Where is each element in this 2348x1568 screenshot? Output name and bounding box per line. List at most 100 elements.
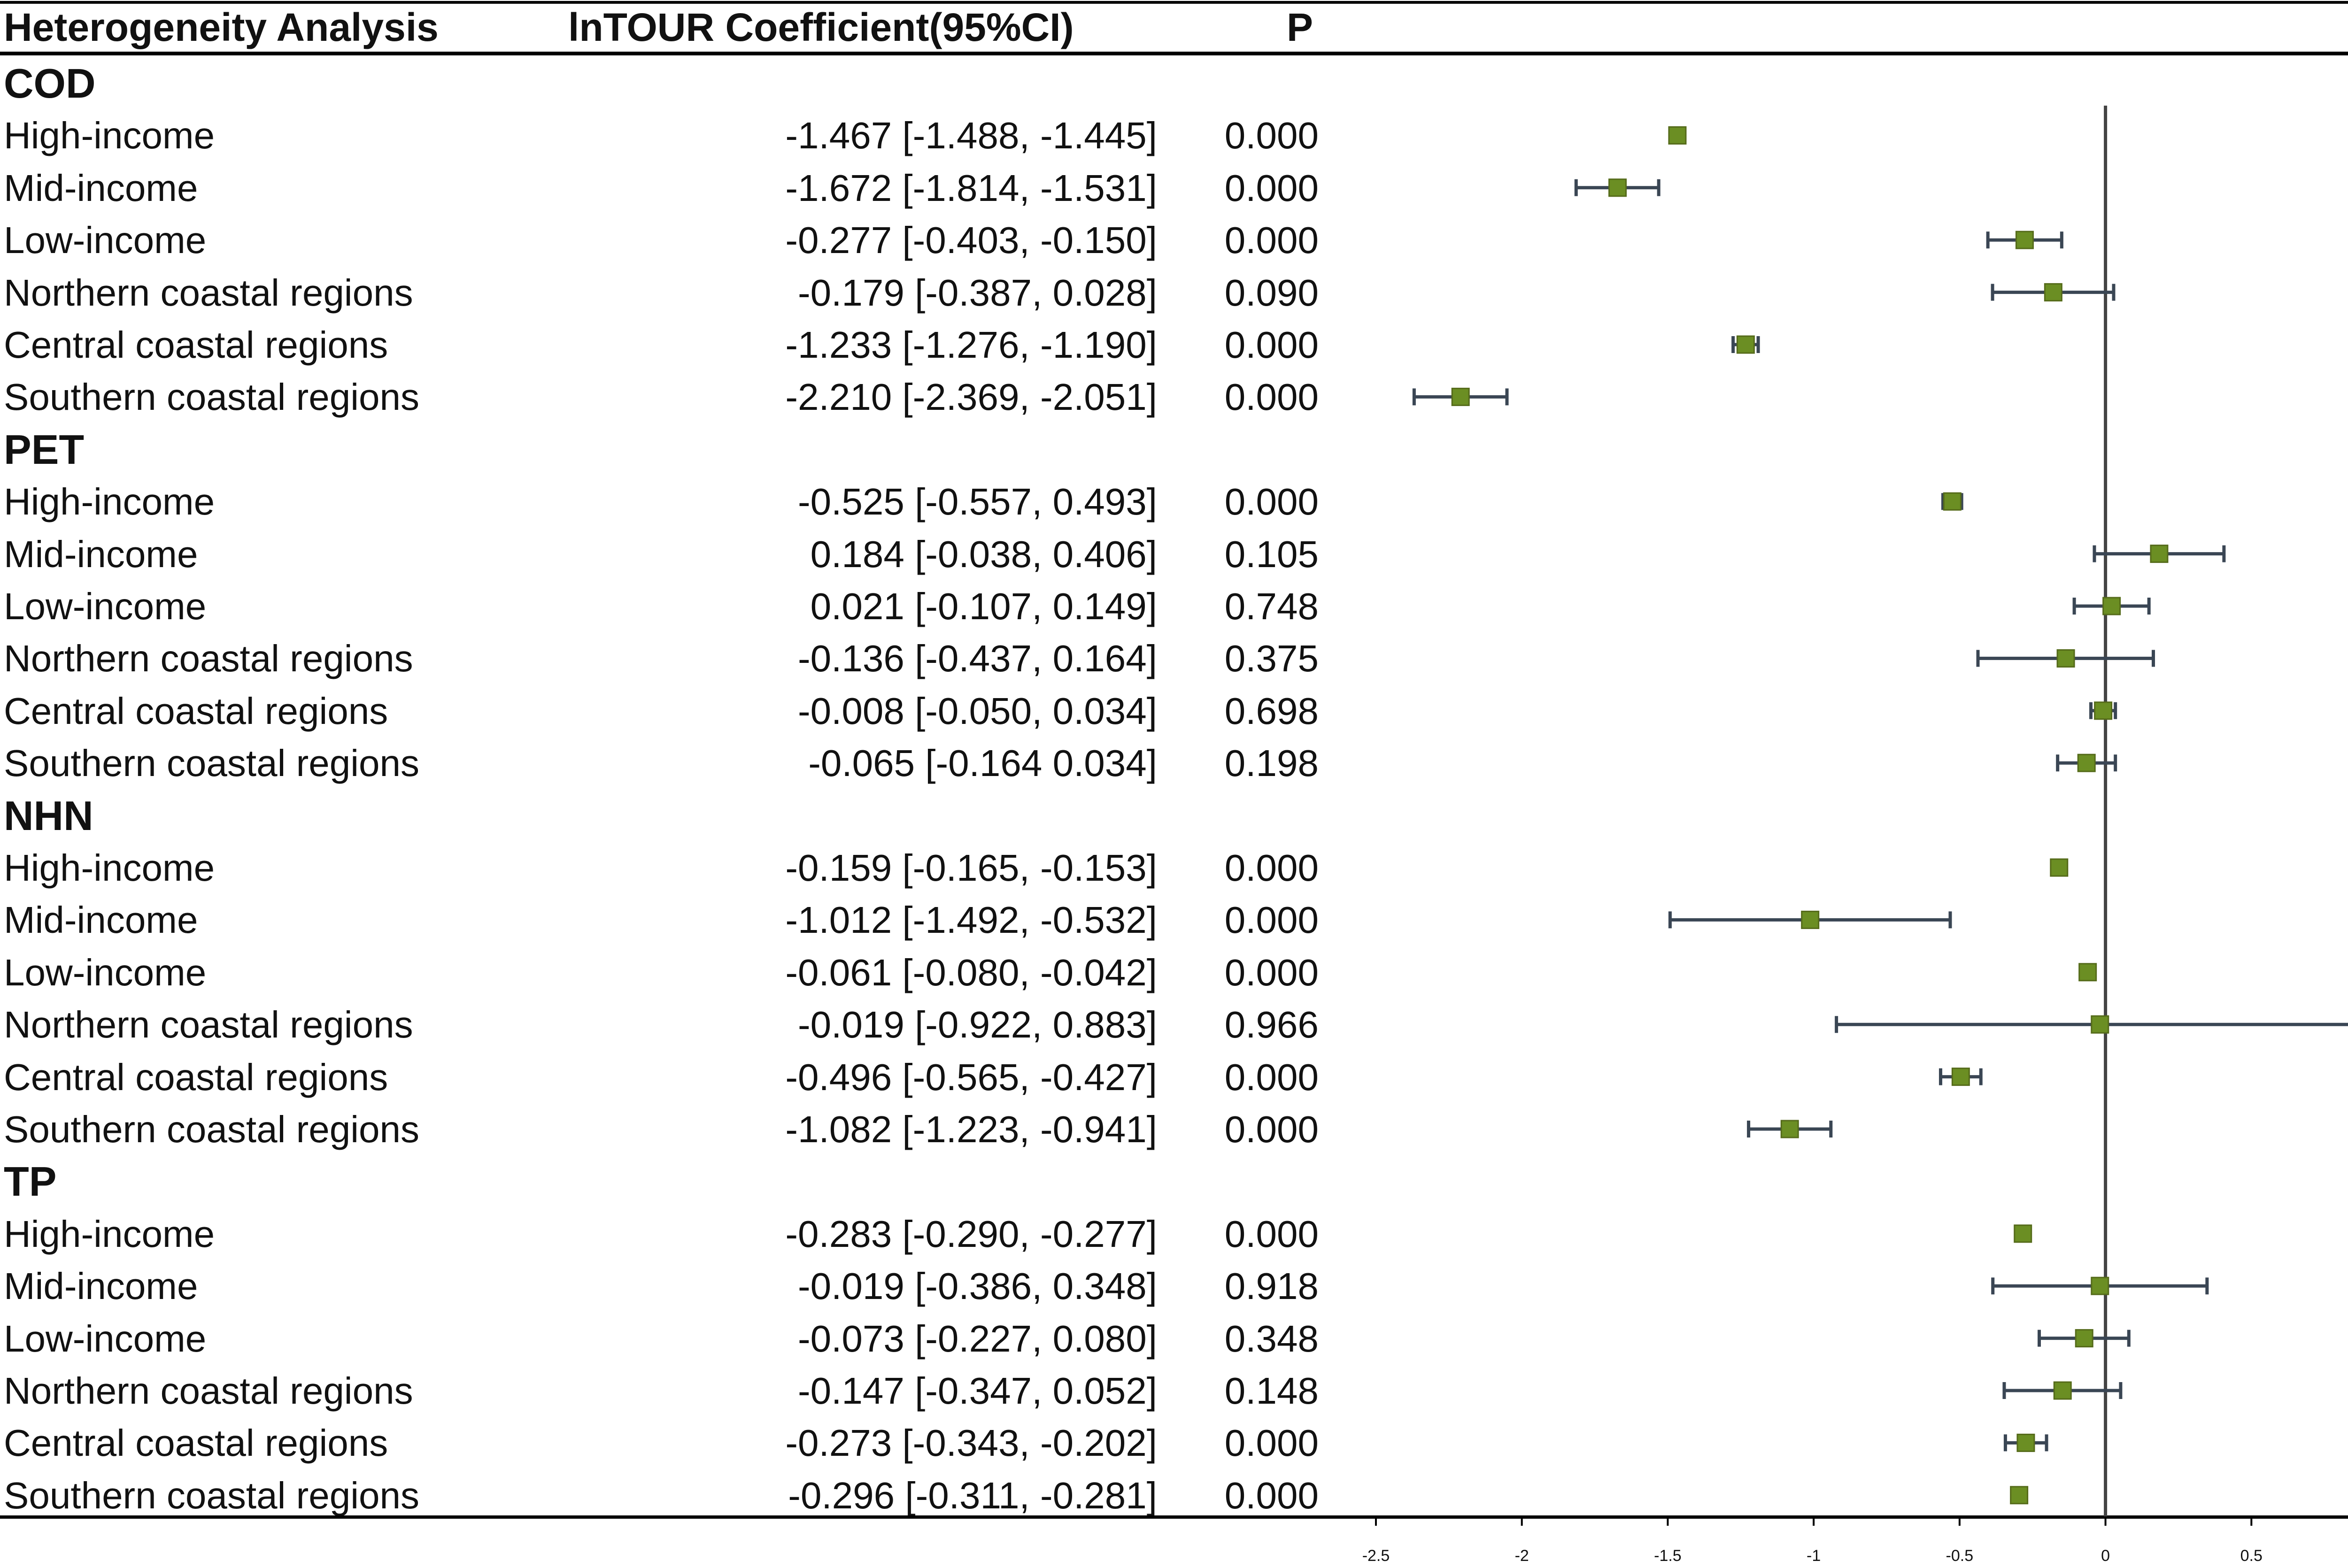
row-p-value: 0.966 [1224,1004,1319,1046]
ci-mark [1574,178,1661,197]
row-label: High-income [4,481,215,523]
row-label: Low-income [4,585,207,627]
point-estimate-marker [1668,126,1687,145]
table-row: Central coastal regions -1.233 [-1.276, -… [0,319,2348,371]
point-estimate-marker [2091,1015,2109,1034]
ci-mark [2002,1381,2123,1400]
point-estimate-marker [2053,1381,2072,1400]
table-row: High-income -0.525 [-0.557, 0.493] 0.000 [0,476,2348,528]
ci-mark [1991,1276,2209,1295]
group-header-row: PET [0,423,2348,476]
ci-mark [2010,1486,2029,1505]
row-label: Southern coastal regions [4,1108,419,1150]
group-title: NHN [4,792,93,839]
ci-mark [2014,1224,2032,1243]
row-label: Northern coastal regions [4,1370,413,1412]
row-coefficient-ci: -0.496 [-0.565, -0.427] [785,1056,1157,1098]
x-tick-label: 0 [2101,1547,2110,1565]
table-row: Northern coastal regions -0.136 [-0.437, … [0,632,2348,684]
header-heterogeneity: Heterogeneity Analysis [4,5,439,49]
point-estimate-marker [2075,1329,2093,1348]
point-estimate-marker [2056,649,2075,668]
row-label: Southern coastal regions [4,1474,419,1516]
ci-mark [1668,126,1687,145]
table-row: Central coastal regions -0.496 [-0.565, -… [0,1051,2348,1103]
row-label: Southern coastal regions [4,742,419,784]
row-label: Mid-income [4,533,198,575]
row-p-value: 0.000 [1224,167,1319,209]
point-estimate-marker [2078,963,2097,982]
row-coefficient-ci: -0.019 [-0.922, 0.883] [798,1004,1157,1046]
point-estimate-marker [2010,1486,2029,1505]
table-row: Mid-income -1.012 [-1.492, -0.532] 0.000 [0,894,2348,946]
table-row: Mid-income -0.019 [-0.386, 0.348] 0.918 [0,1260,2348,1312]
row-coefficient-ci: -0.273 [-0.343, -0.202] [785,1422,1157,1464]
header-p: P [1287,5,1313,49]
row-coefficient-ci: -2.210 [-2.369, -2.051] [785,376,1157,418]
point-estimate-marker [1736,335,1755,354]
row-coefficient-ci: -1.082 [-1.223, -0.941] [785,1108,1157,1150]
row-p-value: 0.348 [1224,1317,1319,1360]
table-row: High-income -1.467 [-1.488, -1.445] 0.000 [0,109,2348,161]
table-row: Southern coastal regions -2.210 [-2.369, … [0,371,2348,423]
group-header-row: NHN [0,790,2348,842]
row-p-value: 0.090 [1224,271,1319,314]
point-estimate-marker [2150,545,2169,563]
row-coefficient-ci: -0.277 [-0.403, -0.150] [785,219,1157,261]
ci-mark [2003,1433,2048,1452]
row-coefficient-ci: -0.136 [-0.437, 0.164] [798,638,1157,680]
point-estimate-marker [1780,1120,1799,1138]
table-row: High-income -0.283 [-0.290, -0.277] 0.000 [0,1208,2348,1260]
ci-mark [1747,1120,1833,1138]
group-title: PET [4,426,85,473]
table-row: Northern coastal regions -0.147 [-0.347, … [0,1365,2348,1417]
row-coefficient-ci: -0.525 [-0.557, 0.493] [798,481,1157,523]
row-label: High-income [4,1213,215,1255]
ci-mark [2072,597,2151,615]
table-row: High-income -0.159 [-0.165, -0.153] 0.000 [0,842,2348,894]
point-estimate-marker [1943,492,1962,511]
row-coefficient-ci: -0.008 [-0.050, 0.034] [798,690,1157,732]
point-estimate-marker [1801,910,1820,929]
ci-mark [2056,753,2117,772]
header-coefficient: lnTOUR Coefficient(95%CI) [568,5,1074,49]
point-estimate-marker [2091,1276,2109,1295]
row-p-value: 0.198 [1224,742,1319,784]
row-coefficient-ci: -0.147 [-0.347, 0.052] [798,1370,1157,1412]
point-estimate-marker [2044,283,2062,302]
row-p-value: 0.000 [1224,1422,1319,1464]
group-header-row: TP [0,1155,2348,1207]
bottom-rule [0,1515,2348,1519]
row-p-value: 0.105 [1224,533,1319,575]
table-row: Southern coastal regions -1.082 [-1.223, … [0,1103,2348,1155]
header-rule [0,52,2348,55]
row-p-value: 0.698 [1224,690,1319,732]
row-coefficient-ci: -1.467 [-1.488, -1.445] [785,115,1157,157]
ci-mark [1941,492,1963,511]
row-p-value: 0.000 [1224,115,1319,157]
row-coefficient-ci: -0.019 [-0.386, 0.348] [798,1265,1157,1307]
x-tick-label: -1 [1807,1547,1821,1565]
row-p-value: 0.000 [1224,1056,1319,1098]
row-coefficient-ci: -0.061 [-0.080, -0.042] [785,951,1157,993]
point-estimate-marker [1451,387,1470,406]
row-coefficient-ci: -0.159 [-0.165, -0.153] [785,847,1157,889]
row-label: Northern coastal regions [4,1004,413,1046]
group-header-row: COD [0,57,2348,109]
top-rule [0,1,2348,4]
point-estimate-marker [2077,753,2096,772]
point-estimate-marker [2014,1224,2032,1243]
point-estimate-marker [1951,1068,1970,1086]
row-p-value: 0.148 [1224,1370,1319,1412]
table-row: Central coastal regions -0.008 [-0.050, 0… [0,685,2348,737]
x-tick-label: -0.5 [1946,1547,1974,1565]
row-label: Mid-income [4,167,198,209]
row-coefficient-ci: 0.184 [-0.038, 0.406] [810,533,1157,575]
row-label: Northern coastal regions [4,638,413,680]
row-label: High-income [4,115,215,157]
row-coefficient-ci: -0.065 [-0.164 0.034] [808,742,1157,784]
row-label: Central coastal regions [4,1422,388,1464]
ci-mark [1939,1068,1983,1086]
row-coefficient-ci: -0.073 [-0.227, 0.080] [798,1317,1157,1360]
